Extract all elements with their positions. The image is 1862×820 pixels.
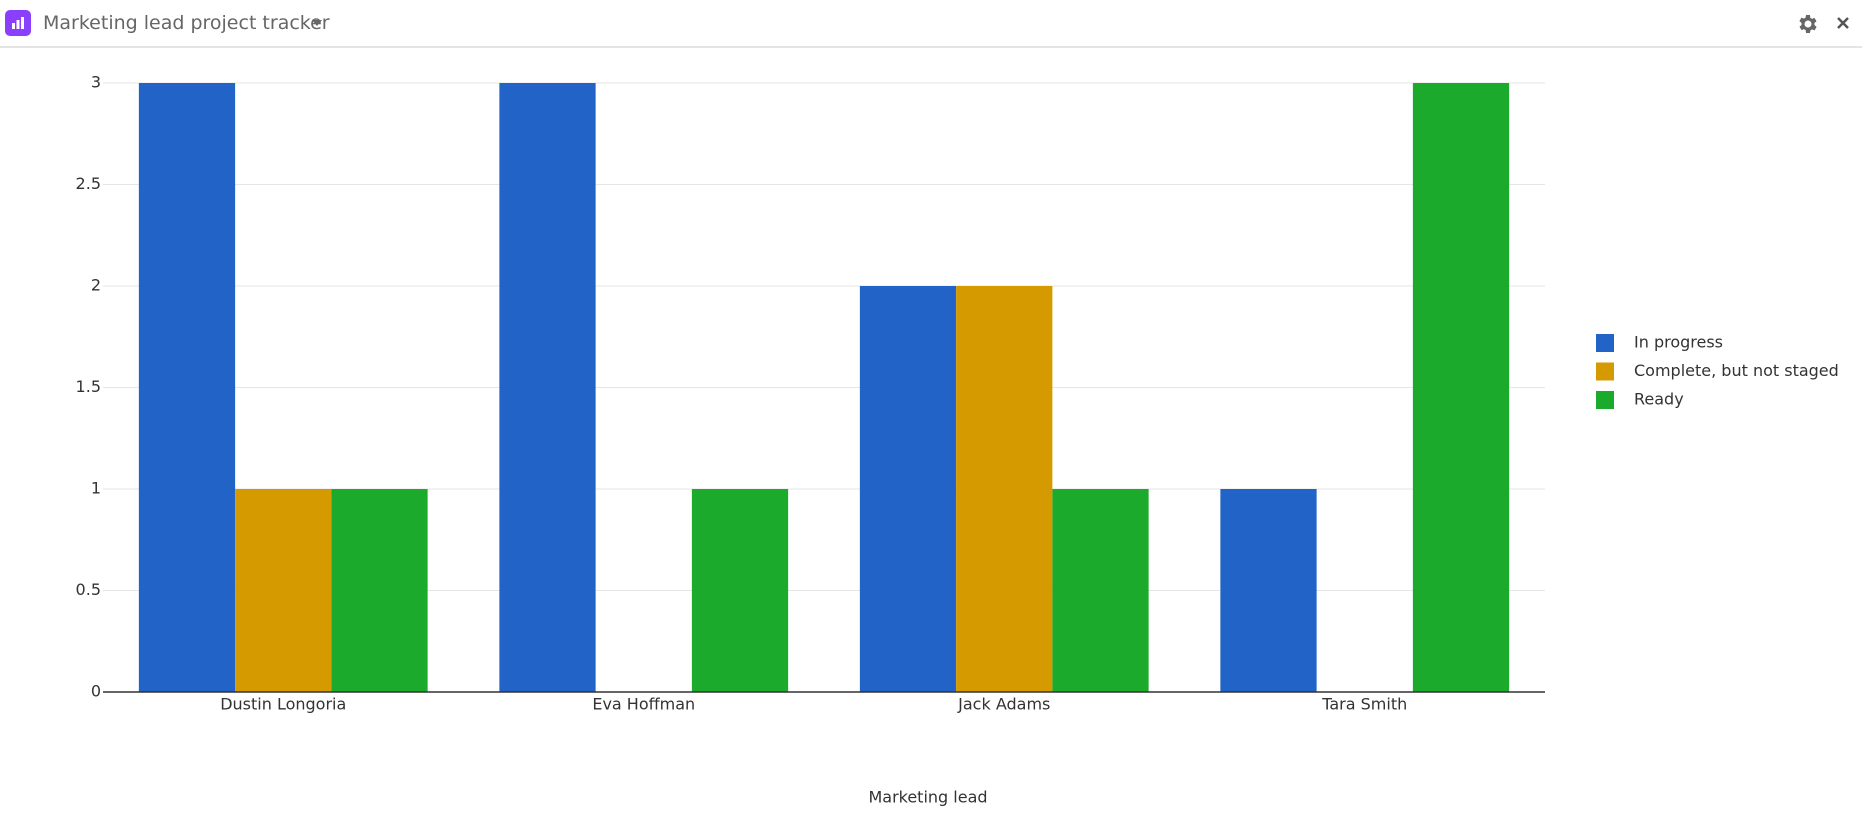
y-tick-label: 1.5: [76, 377, 101, 396]
x-tick-label: Tara Smith: [1321, 695, 1407, 714]
bar: [138, 83, 236, 692]
legend-label: In progress: [1634, 333, 1723, 352]
y-tick-label: 0.5: [76, 580, 101, 599]
y-tick-label: 2.5: [76, 174, 101, 193]
close-button[interactable]: [1836, 16, 1850, 30]
x-tick-label: Eva Hoffman: [592, 695, 695, 714]
bar: [235, 489, 332, 692]
y-tick-label: 2: [91, 276, 101, 295]
legend-swatch: [1596, 362, 1614, 381]
legend-label: Ready: [1634, 390, 1684, 409]
bar: [859, 286, 957, 692]
bar: [499, 83, 596, 692]
icon-glyph: [12, 17, 24, 29]
legend-swatch: [1596, 391, 1614, 409]
legend-swatch: [1596, 334, 1614, 352]
bar: [1412, 83, 1510, 692]
settings-button[interactable]: [1795, 12, 1819, 36]
bar: [691, 489, 789, 692]
y-tick-label: 1: [91, 479, 101, 498]
dropdown-arrow[interactable]: [311, 18, 323, 28]
x-tick-label: Dustin Longoria: [220, 695, 346, 714]
bar: [1052, 489, 1149, 692]
x-tick-label: Jack Adams: [957, 695, 1050, 714]
header: Marketing lead project tracker: [0, 0, 1862, 48]
app-icon[interactable]: [5, 10, 31, 36]
y-tick-label: 3: [91, 73, 101, 92]
x-axis-label: Marketing lead: [868, 788, 987, 807]
chart-name[interactable]: Marketing lead project tracker: [43, 12, 330, 34]
bar: [956, 286, 1053, 692]
bar: [331, 489, 428, 692]
bar: [1220, 489, 1317, 692]
chart: Marketing lead 0 0.5 1 1.5 2 2.5 3 Dustin Longo…: [76, 73, 1839, 807]
legend-label: Complete, but not staged: [1634, 361, 1839, 380]
y-tick-label: 0: [91, 682, 101, 701]
